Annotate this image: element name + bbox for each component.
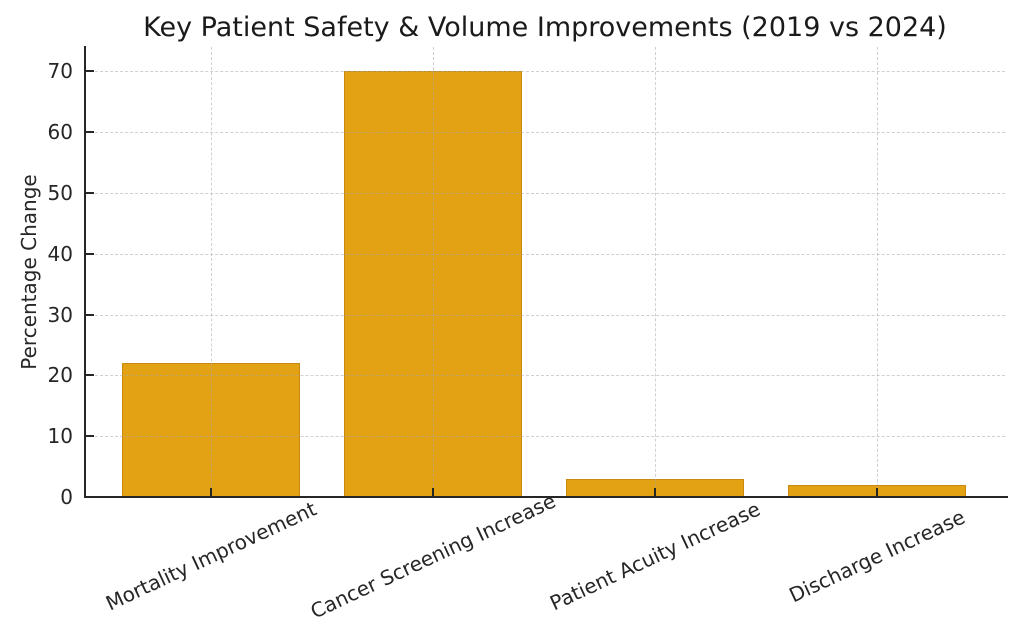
y-axis-tick-label: 60 [47,120,73,145]
y-tick-mark [86,70,94,73]
y-tick-mark [86,313,94,316]
gridline-horizontal [85,71,1005,73]
y-axis-tick-label: 0 [60,485,73,509]
x-axis-tick-label: Mortality Improvement [101,496,321,616]
y-axis-tick-label: 50 [47,180,73,205]
y-axis-spine [84,46,86,498]
y-axis-tick-label: 70 [47,59,73,84]
gridline-horizontal [85,436,1005,438]
y-axis-tick-label: 30 [47,302,73,327]
y-tick-mark [86,131,94,134]
y-axis-tick-label: 20 [47,363,73,388]
gridline-horizontal [85,314,1005,316]
x-axis-tick-label: Patient Acuity Increase [546,496,764,616]
y-tick-mark [86,374,94,377]
x-axis-tick-label: Discharge Increase [785,504,969,608]
gridline-horizontal [85,253,1005,255]
chart-title: Key Patient Safety & Volume Improvements… [143,12,947,43]
gridline-horizontal [85,132,1005,134]
x-tick-mark [432,488,434,496]
gridline-vertical [877,47,878,497]
plot-area [85,47,1005,497]
x-tick-mark [210,488,212,496]
y-axis-tick-label: 40 [47,241,73,266]
gridline-vertical [655,47,656,497]
gridline-vertical [211,47,212,497]
x-tick-mark [654,488,656,496]
gridline-vertical [433,47,434,497]
y-tick-mark [86,191,94,194]
x-axis-spine [84,496,1008,498]
y-tick-mark [86,252,94,255]
x-axis-tick-label: Cancer Screening Increase [306,488,560,624]
gridline-horizontal [85,192,1005,194]
y-tick-mark [86,435,94,438]
y-axis-tick-label: 10 [47,424,73,449]
gridline-horizontal [85,375,1005,377]
x-tick-mark [876,488,878,496]
